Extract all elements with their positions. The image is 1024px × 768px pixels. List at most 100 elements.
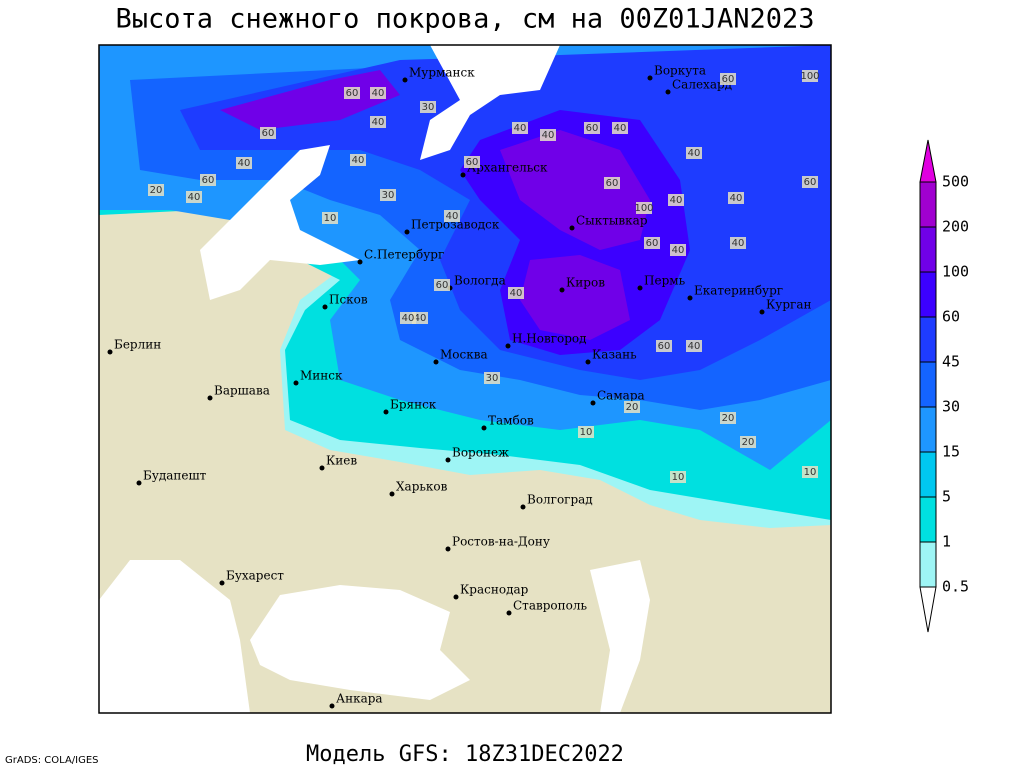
legend-swatch: [919, 451, 937, 498]
contour-label: 10: [804, 467, 817, 478]
city-dot: [107, 349, 113, 355]
contour-label-bg: [668, 194, 684, 206]
city-label: Петрозаводск: [411, 218, 500, 232]
snow-100: [500, 130, 650, 250]
legend-arrow: [919, 586, 937, 633]
city-dot: [433, 359, 439, 365]
contour-label: 40: [446, 211, 459, 222]
city-label: Минск: [300, 369, 343, 383]
city-dot: [402, 77, 408, 83]
sea: [99, 560, 250, 713]
city-dot: [460, 172, 466, 178]
city-dot: [404, 229, 410, 235]
contour-label: 40: [510, 288, 523, 299]
contour-label-bg: [728, 192, 744, 204]
sea: [420, 45, 560, 160]
contour-label: 60: [202, 175, 215, 186]
city-dot: [219, 580, 225, 586]
city-label: Воронеж: [452, 446, 509, 460]
contour-label-bg: [444, 210, 460, 222]
contour-label: 10: [672, 472, 685, 483]
contour-label-bg: [670, 244, 686, 256]
contour-label-bg: [400, 312, 416, 324]
legend-label: 45: [942, 353, 960, 371]
contour-label-bg: [636, 202, 652, 214]
contour-label: 40: [402, 313, 415, 324]
city-dot: [647, 75, 653, 81]
city-label: Краснодар: [460, 583, 529, 597]
city-dot: [136, 480, 142, 486]
city-label: Казань: [592, 348, 637, 362]
legend-label: 60: [942, 308, 960, 326]
city-dot: [506, 610, 512, 616]
city-dot: [590, 400, 596, 406]
city-label: Берлин: [114, 338, 161, 352]
city-dot: [637, 285, 643, 291]
legend-label: 0.5: [942, 578, 969, 596]
contour-label: 40: [514, 123, 527, 134]
legend-arrow: [919, 139, 937, 183]
city-label: Ростов-на-Дону: [452, 535, 550, 549]
city-dot: [319, 465, 325, 471]
contour-label: 20: [626, 402, 639, 413]
city-label: Псков: [329, 293, 368, 307]
city-label: Бухарест: [226, 569, 284, 583]
city-label: Вологда: [454, 274, 506, 288]
contour-label-bg: [186, 191, 202, 203]
city-dot: [687, 295, 693, 301]
contour-label-bg: [484, 372, 500, 384]
contour-label-bg: [730, 237, 746, 249]
contour-label: 60: [606, 178, 619, 189]
contour-label: 30: [382, 190, 395, 201]
city-label: Киев: [326, 454, 357, 468]
city-label: Харьков: [396, 480, 448, 494]
contour-label: 40: [414, 313, 427, 324]
contour-label-bg: [344, 87, 360, 99]
legend-swatch: [919, 496, 937, 543]
legend-label: 500: [942, 173, 969, 191]
legend-label: 15: [942, 443, 960, 461]
contour-label: 20: [742, 437, 755, 448]
city-dot: [520, 504, 526, 510]
legend-swatch: [919, 541, 937, 588]
city-dot: [453, 594, 459, 600]
contour-label: 100: [800, 71, 819, 82]
contour-label: 20: [722, 413, 735, 424]
contour-label-bg: [322, 212, 338, 224]
credit: GrADS: COLA/IGES: [5, 755, 99, 766]
contour-label-bg: [802, 466, 818, 478]
city-dot: [559, 287, 565, 293]
contour-label-bg: [540, 129, 556, 141]
contour-label: 60: [262, 128, 275, 139]
contour-label-bg: [686, 340, 702, 352]
snow-100: [220, 70, 400, 130]
contour-label-bg: [604, 177, 620, 189]
footer: Модель GFS: 18Z31DEC2022: [306, 742, 624, 767]
contour-label-bg: [720, 73, 736, 85]
city-dot: [357, 259, 363, 265]
contour-label: 30: [422, 102, 435, 113]
contour-label-bg: [578, 426, 594, 438]
city-label: С.Петербург: [364, 248, 444, 262]
city-label: Екатеринбург: [694, 284, 783, 298]
city-label: Мурманск: [409, 66, 475, 80]
city-label: Сыктывкар: [576, 214, 648, 228]
contour-label-bg: [686, 147, 702, 159]
contour-label-bg: [260, 127, 276, 139]
contour-label: 40: [688, 148, 701, 159]
city-dot: [505, 343, 511, 349]
contour-label: 20: [150, 185, 163, 196]
city-label: Варшава: [214, 384, 270, 398]
contour-label: 60: [658, 341, 671, 352]
city-dot: [759, 309, 765, 315]
contour-label: 10: [324, 213, 337, 224]
contour-label: 40: [352, 155, 365, 166]
sea: [250, 585, 470, 700]
contour-label-bg: [236, 157, 252, 169]
city-dot: [207, 395, 213, 401]
city-dot: [445, 546, 451, 552]
contour-label-bg: [720, 412, 736, 424]
city-label: Пермь: [644, 274, 686, 288]
city-dot: [383, 409, 389, 415]
